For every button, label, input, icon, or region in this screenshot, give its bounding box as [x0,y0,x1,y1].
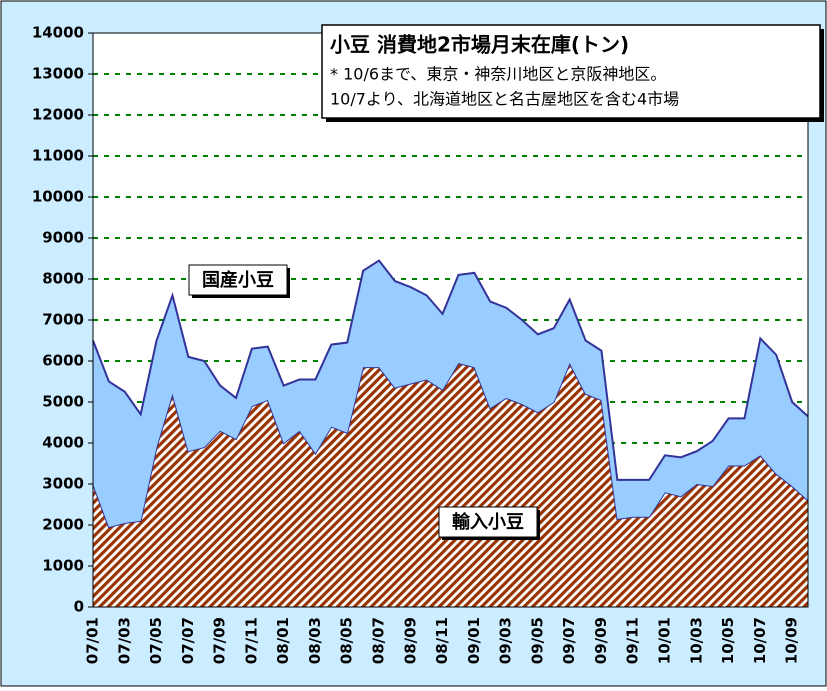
x-tick-label: 08/09 [401,617,419,664]
x-tick-label: 07/09 [211,617,229,664]
x-tick-label: 07/03 [115,617,133,664]
x-tick-label: 07/07 [179,617,197,664]
x-tick-label: 07/11 [242,617,260,664]
area [93,260,808,528]
x-tick-label: 09/07 [560,617,578,664]
x-tick-label: 07/05 [147,617,165,664]
y-tick-label: 12000 [32,106,84,124]
area [93,363,808,607]
x-tick-label: 10/05 [719,617,737,664]
y-tick-label: 4000 [42,434,84,452]
series-label: 輸入小豆 [452,511,524,533]
label-frame [438,506,538,538]
chart-title: 小豆 消費地2市場月末在庫(トン) [330,33,629,57]
x-tick-label: 09/03 [497,617,515,664]
x-tick-label: 08/07 [370,617,388,664]
x-tick-label: 10/09 [783,617,801,664]
x-tick-label: 08/05 [338,617,356,664]
y-tick-label: 5000 [42,393,84,411]
y-tick-label: 7000 [42,311,84,329]
x-tick-label: 09/11 [624,617,642,664]
x-tick-label: 08/03 [306,617,324,664]
x-tick-label: 07/01 [84,617,102,664]
y-tick-label: 6000 [42,352,84,370]
x-tick-label: 10/03 [687,617,705,664]
y-tick-label: 0 [74,598,84,616]
legend-domestic: 国産小豆 [188,264,290,298]
y-tick-label: 10000 [32,188,84,206]
x-tick-label: 09/01 [465,617,483,664]
annotation: * 10/6まで、東京・神奈川地区と京阪神地区。 [330,65,666,84]
title-box: 小豆 消費地2市場月末在庫(トン) * 10/6まで、東京・神奈川地区と京阪神地… [321,24,824,122]
series-label: 国産小豆 [202,269,274,291]
y-tick-label: 14000 [32,24,84,42]
label-frame [188,264,288,296]
annotation: 10/7より、北海道地区と名古屋地区を含む4市場 [330,90,679,109]
area-edge [92,259,809,481]
title-frame [321,24,821,119]
y-tick-label: 13000 [32,65,84,83]
x-tick-label: 10/07 [751,617,769,664]
y-tick-label: 9000 [42,229,84,247]
y-tick-label: 1000 [42,557,84,575]
x-tick-label: 09/05 [528,617,546,664]
y-tick-label: 11000 [32,147,84,165]
legend-import: 輸入小豆 [438,506,540,540]
y-tick-label: 8000 [42,270,84,288]
y-tick-label: 2000 [42,516,84,534]
x-tick-label: 08/11 [433,617,451,664]
x-tick-label: 09/09 [592,617,610,664]
x-tick-label: 08/01 [274,617,292,664]
x-tick-label: 10/01 [656,617,674,664]
y-tick-label: 3000 [42,475,84,493]
